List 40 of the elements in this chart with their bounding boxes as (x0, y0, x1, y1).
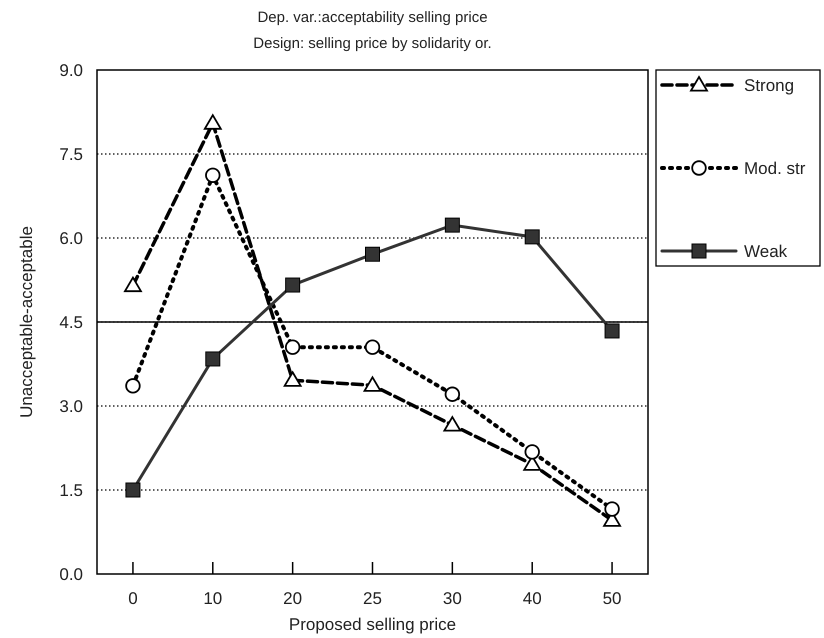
y-tick-label: 4.5 (59, 313, 83, 332)
y-tick-label: 0.0 (59, 565, 83, 584)
point (284, 340, 300, 355)
point (124, 276, 142, 292)
x-tick-label: 40 (522, 589, 542, 608)
y-tick-label: 3.0 (59, 397, 83, 416)
y-tick-label: 7.5 (59, 145, 83, 164)
y-tick-label: 1.5 (59, 481, 83, 500)
y-axis-title: Unacceptable-acceptable (17, 226, 36, 418)
point (444, 218, 460, 233)
point (444, 386, 460, 402)
x-tick-label: 20 (283, 589, 302, 608)
point (604, 323, 620, 338)
legend-label: Weak (744, 242, 788, 261)
point (284, 371, 302, 387)
point (125, 378, 141, 394)
point (364, 340, 380, 355)
x-axis-title: Proposed selling price (288, 615, 456, 634)
point (443, 416, 462, 432)
legend-label: Strong (744, 76, 794, 95)
x-tick-label: 30 (442, 589, 462, 608)
x-tick-label: 25 (363, 589, 382, 608)
x-tick-label: 0 (128, 589, 138, 608)
point (604, 501, 620, 517)
y-tick-label: 6.0 (59, 229, 83, 248)
point (205, 168, 220, 183)
x-tick-label: 50 (602, 589, 622, 608)
point (125, 482, 140, 498)
point (365, 246, 380, 262)
y-tick-label: 9.0 (59, 61, 83, 80)
point (205, 351, 220, 366)
point (285, 278, 300, 293)
point (524, 444, 540, 460)
point (204, 114, 222, 130)
point (524, 229, 540, 244)
legend-label: Mod. str (744, 159, 806, 178)
x-tick-label: 10 (203, 589, 222, 608)
chart-subtitle: Design: selling price by solidarity or. (253, 35, 492, 52)
point (364, 376, 382, 392)
chart-title: Dep. var.:acceptability selling price (257, 9, 488, 26)
